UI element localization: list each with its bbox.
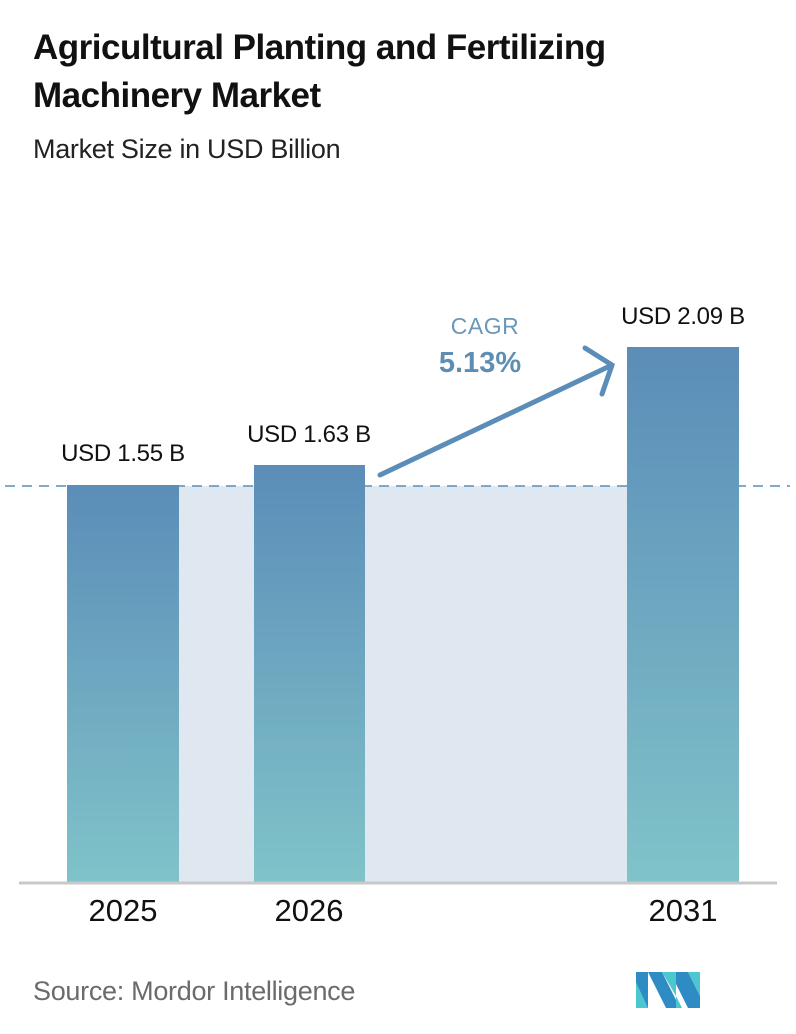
bar-label-2025: USD 1.55 B [61,440,185,467]
cagr-arrow-icon [377,345,616,478]
cagr-label: CAGR [450,313,520,339]
x-tick-2026: 2026 [274,893,344,928]
cagr-value: 5.13% [438,347,522,379]
band-2026-2031 [365,486,627,882]
x-tick-2031: 2031 [648,893,718,928]
mordor-logo-icon [636,972,700,1008]
x-tick-2025: 2025 [88,893,158,928]
chart-title: Agricultural Planting and Fertilizing Ma… [33,28,606,115]
source-text: Source: Mordor Intelligence [33,976,356,1006]
bar-2025 [67,485,179,882]
band-2025-2026 [179,486,254,882]
bar-2031 [627,347,739,882]
bar-label-2031: USD 2.09 B [621,303,745,330]
chart-subtitle: Market Size in USD Billion [33,134,341,164]
bar-2026 [254,465,365,882]
bar-label-2026: USD 1.63 B [247,421,371,448]
